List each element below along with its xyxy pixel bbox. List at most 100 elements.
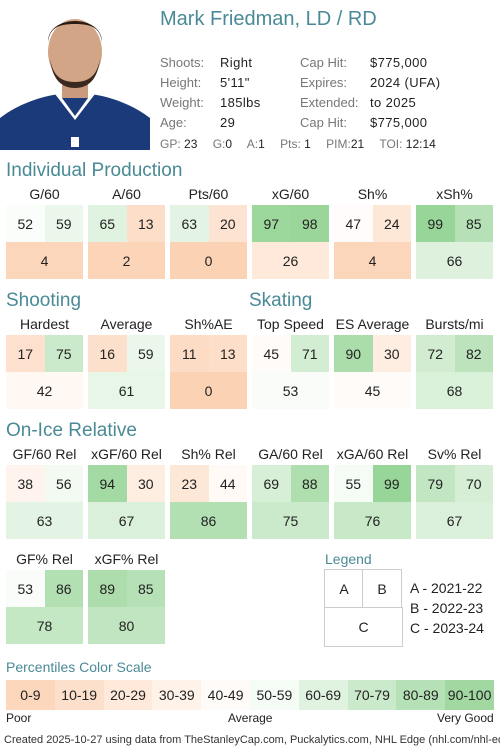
player-headshot [0, 0, 150, 150]
pim-label: PIM: [326, 137, 351, 151]
shoots-value: Right [220, 55, 253, 70]
metric-gf-60-rel-a: 38 [6, 465, 45, 502]
metric-header-a-60: A/60 [112, 186, 141, 202]
metric-top-speed-c: 53 [252, 372, 329, 409]
metric-ga-60-rel-c: 75 [252, 502, 329, 539]
metric-header-xga-60-rel: xGA/60 Rel [336, 446, 409, 462]
metric-pts-60-b: 20 [208, 205, 247, 242]
metric-gf-rel-c: 78 [6, 607, 83, 644]
scale-bin-70-79: 70-79 [347, 680, 397, 710]
extended-value: to 2025 [370, 95, 417, 110]
metric-pts-60-c: 0 [170, 242, 247, 279]
metric-sh-rel-c: 86 [170, 502, 247, 539]
scale-bin-80-89: 80-89 [396, 680, 446, 710]
caphit2-label: Cap Hit: [300, 115, 347, 130]
metric-a-60-b: 13 [126, 205, 165, 242]
metric-header-es-average: ES Average [335, 316, 410, 332]
a-value: 1 [258, 137, 265, 151]
metric-header-sh-rel: Sh% Rel [181, 446, 236, 462]
metric-xgf-60-rel-b: 30 [126, 465, 165, 502]
metric-sh-c: 4 [334, 242, 411, 279]
metric-xgf-rel-a: 89 [88, 570, 127, 607]
metric-bursts-mi-b: 82 [454, 335, 493, 372]
scale-label-poor: Poor [6, 711, 32, 725]
metric-top-speed-a: 45 [252, 335, 291, 372]
scale-bin-40-49: 40-49 [201, 680, 250, 710]
metric-gf-60-rel-c: 63 [6, 502, 83, 539]
height-label: Height: [160, 75, 202, 90]
metric-sh-b: 24 [372, 205, 411, 242]
pts-label: Pts: [280, 137, 301, 151]
metric-header-sh-ae: Sh%AE [184, 316, 233, 332]
metric-sv-rel-b: 70 [454, 465, 493, 502]
metric-g-60-a: 52 [6, 205, 45, 242]
age-label: Age: [160, 115, 187, 130]
metric-sh-ae-c: 0 [170, 372, 247, 409]
metric-xga-60-rel-c: 76 [334, 502, 411, 539]
metric-xgf-60-rel-a: 94 [88, 465, 127, 502]
metric-header-top-speed: Top Speed [257, 316, 324, 332]
metric-xsh-a: 99 [416, 205, 455, 242]
metric-hardest-c: 42 [6, 372, 83, 409]
metric-sv-rel-c: 67 [416, 502, 493, 539]
metric-header-xg-60: xG/60 [271, 186, 310, 202]
legend-line-a: A - 2021-22 [410, 580, 483, 596]
metric-header-gf-rel: GF% Rel [16, 551, 73, 567]
scale-label-average: Average [228, 711, 273, 725]
metric-average-b: 59 [126, 335, 165, 372]
toi-value: 12:14 [405, 137, 436, 151]
extended-label: Extended: [300, 95, 359, 110]
legend-title: Legend [325, 551, 372, 567]
height-value: 5'11" [220, 75, 250, 90]
metric-es-average-a: 90 [334, 335, 373, 372]
player-name: Mark Friedman, LD / RD [160, 8, 377, 30]
section-skating: Skating [249, 290, 313, 311]
metric-sv-rel-a: 79 [416, 465, 455, 502]
scale-bin-90-100: 90-100 [445, 680, 494, 710]
metric-top-speed-b: 71 [290, 335, 329, 372]
section-individual-production: Individual Production [6, 160, 183, 181]
metric-xga-60-rel-a: 55 [334, 465, 373, 502]
weight-value: 185lbs [220, 95, 261, 110]
legend-box-a: A [324, 569, 364, 609]
footer-credits: Created 2025-10-27 using data from TheSt… [4, 734, 500, 746]
a-label: A: [246, 137, 259, 151]
pim-value: 21 [350, 137, 365, 151]
metric-hardest-b: 75 [44, 335, 83, 372]
metric-header-sv-rel: Sv% Rel [427, 446, 482, 462]
pts-value: 1 [304, 137, 311, 151]
legend-box-b: B [362, 569, 402, 609]
metric-header-bursts-mi: Bursts/mi [425, 316, 484, 332]
metric-xsh-b: 85 [454, 205, 493, 242]
metric-g-60-b: 59 [44, 205, 83, 242]
metric-header-xsh: xSh% [436, 186, 473, 202]
metric-xg-60-b: 98 [290, 205, 329, 242]
metric-ga-60-rel-b: 88 [290, 465, 329, 502]
metric-ga-60-rel-a: 69 [252, 465, 291, 502]
metric-sh-rel-b: 44 [208, 465, 247, 502]
scale-bin-50-59: 50-59 [250, 680, 299, 710]
section-on-ice-relative: On-Ice Relative [6, 420, 137, 441]
metric-gf-rel-a: 53 [6, 570, 45, 607]
metric-bursts-mi-c: 68 [416, 372, 493, 409]
weight-label: Weight: [160, 95, 204, 110]
caphit-label: Cap Hit: [300, 55, 347, 70]
metric-gf-rel-b: 86 [44, 570, 83, 607]
metric-xgf-rel-b: 85 [126, 570, 165, 607]
toi-label: TOI: [379, 137, 403, 151]
expires-value: 2024 (UFA) [370, 75, 441, 90]
scale-bin-30-39: 30-39 [152, 680, 202, 710]
expires-label: Expires: [300, 75, 347, 90]
season-stat-line: GP: 23 G:0 A:1 Pts: 1 PIM:21 TOI: 12:14 [160, 137, 436, 151]
scale-label-very-good: Very Good [437, 711, 494, 725]
metric-header-sh: Sh% [357, 186, 388, 202]
metric-g-60-c: 4 [6, 242, 83, 279]
metric-average-c: 61 [88, 372, 165, 409]
g-label: G: [212, 137, 226, 151]
metric-sh-ae-b: 13 [208, 335, 247, 372]
metric-header-average: Average [100, 316, 153, 332]
metric-es-average-b: 30 [372, 335, 411, 372]
shoots-label: Shoots: [160, 55, 205, 70]
metric-header-xgf-rel: xGF% Rel [94, 551, 159, 567]
metric-header-ga-60-rel: GA/60 Rel [258, 446, 323, 462]
